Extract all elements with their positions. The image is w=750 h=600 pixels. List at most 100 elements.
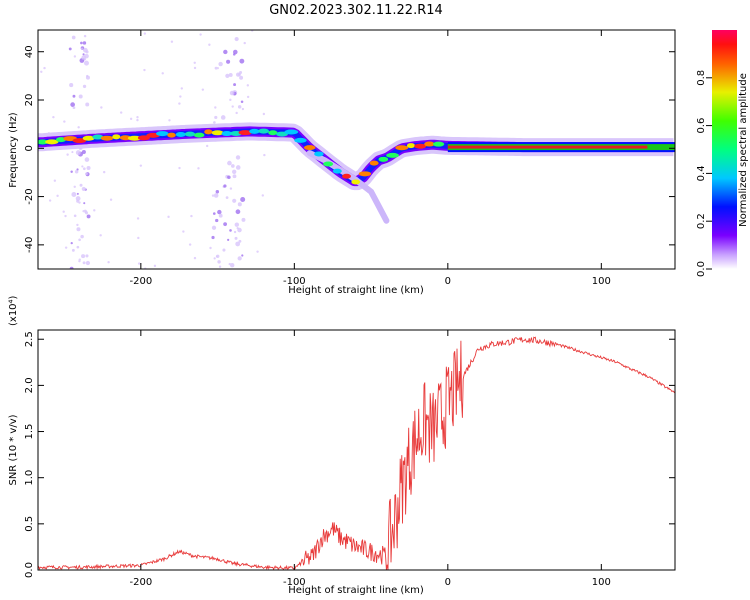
noise-speck	[139, 164, 143, 167]
x-tick-label: -100	[283, 577, 306, 588]
noise-speck	[237, 256, 242, 261]
noise-speck	[228, 73, 233, 77]
noise-speck	[63, 120, 66, 123]
noise-speck	[69, 266, 74, 269]
noise-speck	[193, 66, 197, 70]
noise-speck	[235, 165, 241, 170]
noise-speck	[143, 68, 146, 72]
noise-speck	[78, 201, 81, 204]
noise-speck	[100, 106, 103, 109]
spectrogram-ylabel: Frequency (Hz)	[8, 112, 19, 188]
ridge-blob	[204, 129, 213, 135]
noise-speck	[239, 75, 244, 80]
noise-speck	[237, 227, 242, 233]
y-tick-label: 0.5	[24, 516, 35, 532]
ridge-blob	[156, 131, 169, 137]
noise-speck	[229, 90, 235, 96]
ridge-blob	[100, 135, 114, 141]
noise-speck	[102, 170, 106, 174]
ridge-blob	[45, 139, 59, 145]
noise-speck	[193, 61, 196, 64]
noise-speck	[43, 66, 46, 70]
noise-speck	[231, 169, 237, 174]
track-core	[447, 145, 648, 149]
noise-speck	[213, 121, 216, 124]
noise-speck	[107, 261, 110, 264]
noise-speck	[75, 150, 81, 156]
ridge-blob	[294, 137, 307, 143]
noise-speck	[84, 157, 90, 162]
noise-speck	[81, 254, 86, 259]
ridge-blob	[258, 128, 269, 134]
noise-speck	[216, 66, 219, 70]
noise-speck	[223, 222, 227, 227]
noise-speck	[241, 254, 244, 257]
y-tick-label: 40	[24, 45, 35, 58]
noise-speck	[220, 115, 226, 120]
ridge-blob	[414, 143, 427, 149]
noise-speck	[240, 197, 246, 203]
snr-xlabel: Height of straight line (km)	[288, 585, 424, 596]
noise-speck	[93, 209, 96, 212]
noise-speck	[85, 254, 89, 258]
noise-speck	[233, 230, 237, 234]
noise-speck	[85, 260, 91, 266]
noise-speck	[48, 199, 52, 202]
noise-speck	[214, 66, 218, 70]
noise-speck	[217, 209, 222, 215]
snr-x-ticks: -200 -100 0 100	[129, 330, 611, 588]
noise-speck	[199, 33, 202, 36]
noise-speck	[80, 234, 84, 239]
noise-speck	[214, 115, 218, 120]
noise-speck	[76, 223, 79, 227]
noise-speck	[238, 73, 241, 76]
noise-speck	[228, 262, 231, 266]
ridge-blob	[193, 132, 205, 138]
ridge-blob	[314, 151, 324, 157]
noise-speck	[82, 41, 87, 45]
noise-speck	[82, 53, 85, 56]
noise-speck	[70, 242, 73, 245]
ridge-blob	[112, 134, 121, 140]
noise-speck	[223, 184, 227, 188]
noise-speck	[263, 153, 266, 157]
noise-speck	[71, 151, 74, 154]
noise-speck	[153, 264, 157, 268]
noise-speck	[214, 106, 217, 109]
noise-speck	[82, 84, 87, 89]
ridge-blob	[38, 139, 49, 145]
y-tick-label: 0	[24, 145, 35, 151]
ridge-blob	[184, 131, 196, 137]
noise-speck	[238, 239, 242, 243]
noise-speck	[143, 32, 147, 35]
noise-speck	[64, 246, 68, 249]
noise-speck	[218, 61, 223, 67]
noise-speck	[179, 95, 182, 98]
x-tick-label: -200	[129, 276, 152, 287]
y-tick-label: 2.5	[24, 331, 35, 347]
noise-speck	[182, 230, 185, 233]
noise-speck	[85, 102, 90, 107]
noise-speck	[227, 175, 231, 180]
noise-speck	[73, 55, 77, 58]
y-tick-label: -20	[24, 188, 35, 204]
noise-speck	[256, 250, 259, 253]
noise-speck	[76, 192, 79, 195]
noise-speck	[205, 144, 209, 148]
noise-speck	[234, 37, 239, 42]
noise-speck	[218, 213, 223, 218]
ridge-blob	[167, 132, 176, 138]
colorbar-ticks: 0.0 0.2 0.4 0.6 0.8	[696, 70, 712, 277]
ridge-blob	[211, 130, 224, 136]
noise-speck	[78, 94, 83, 99]
snr-frame	[37, 329, 676, 571]
noise-speck	[72, 94, 76, 98]
noise-speck	[136, 116, 139, 119]
colorbar-tick-label: 0.0	[696, 261, 707, 277]
ridge-blob	[369, 160, 379, 166]
ridge-blob	[351, 179, 361, 185]
noise-speck	[109, 198, 113, 201]
y-tick-label: 2.0	[24, 377, 35, 393]
noise-speck	[81, 186, 86, 192]
